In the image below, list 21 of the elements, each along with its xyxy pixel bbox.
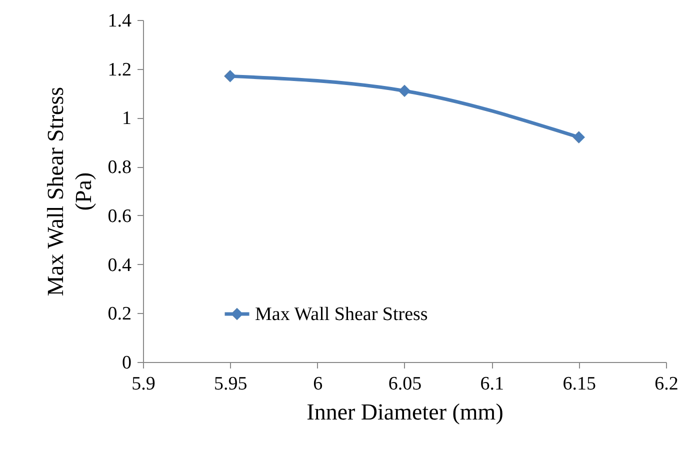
x-tick-label: 5.95 [214, 374, 248, 394]
y-tick-label: 0.6 [108, 206, 132, 227]
y-axis-title: Max Wall Shear Stress (Pa) [42, 86, 96, 296]
x-axis-title: Inner Diameter (mm) [306, 400, 504, 424]
y-tick-label: 1.2 [108, 59, 132, 80]
legend-label: Max Wall Shear Stress [255, 304, 428, 325]
y-tick-label: 1.4 [108, 10, 132, 32]
x-tick-label: 6.15 [562, 374, 596, 394]
y-tick-label: 1 [122, 108, 132, 130]
y-tick-label: 0.4 [108, 254, 132, 276]
y-tick-label: 0.8 [108, 157, 132, 178]
x-tick-label: 5.9 [132, 374, 156, 394]
x-tick-label: 6.2 [654, 374, 678, 394]
point [224, 70, 236, 82]
y-tick-label: 0.2 [108, 304, 132, 325]
point [398, 84, 411, 97]
point [572, 131, 585, 144]
x-tick-label: 6 [313, 374, 323, 394]
y-tick-label: 0 [122, 352, 132, 374]
x-tick-label: 6.1 [480, 374, 504, 394]
x-tick-label: 6.05 [388, 374, 422, 394]
